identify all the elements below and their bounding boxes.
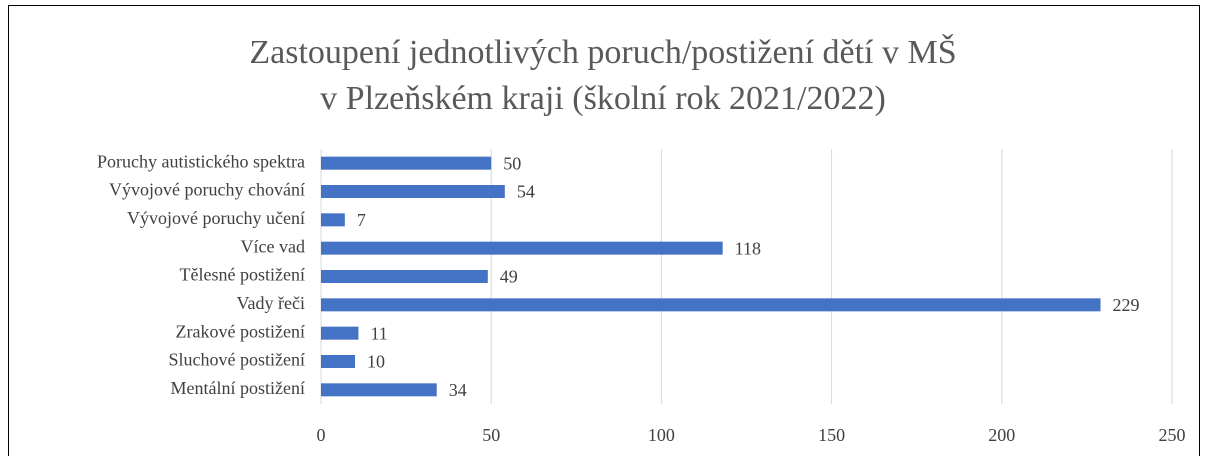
x-tick-label: 250 [1159,425,1186,445]
y-tick-label: Sluchové postižení [169,350,305,370]
y-tick-label: Více vad [241,236,305,256]
x-tick-label: 200 [988,425,1015,445]
data-label: 34 [449,380,467,400]
data-label: 54 [517,182,535,202]
bar [321,270,488,283]
y-tick-label: Tělesné postižení [180,265,305,285]
data-label: 7 [357,210,366,230]
y-tick-label: Vývojové poruchy chování [109,180,305,200]
y-tick-label: Poruchy autistického spektra [97,151,305,171]
data-label: 49 [500,267,518,287]
chart-border [8,5,1200,456]
bar [321,383,437,397]
bar [321,355,356,368]
y-tick-label: Zrakové postižení [176,321,305,341]
y-tick-label: Vývojové poruchy učení [127,208,305,228]
x-tick-label: 100 [648,425,675,445]
bar [321,213,345,227]
chart-title: Zastoupení jednotlivých poruch/postižení… [249,33,956,71]
x-tick-label: 50 [482,425,500,445]
bar [321,298,1101,312]
data-label: 118 [735,238,761,258]
chart-title: v Plzeňském kraji (školní rok 2021/2022) [320,80,886,117]
data-label: 50 [503,153,521,173]
data-label: 229 [1113,295,1140,315]
x-tick-label: 150 [818,425,845,445]
y-tick-label: Vady řeči [237,293,305,313]
bar [321,241,723,255]
data-label: 11 [370,323,387,343]
bar [321,156,492,170]
y-tick-label: Mentální postižení [171,378,305,398]
x-tick-label: 0 [317,425,326,445]
data-label: 10 [367,352,385,372]
bar [321,326,359,340]
bar [321,185,505,198]
